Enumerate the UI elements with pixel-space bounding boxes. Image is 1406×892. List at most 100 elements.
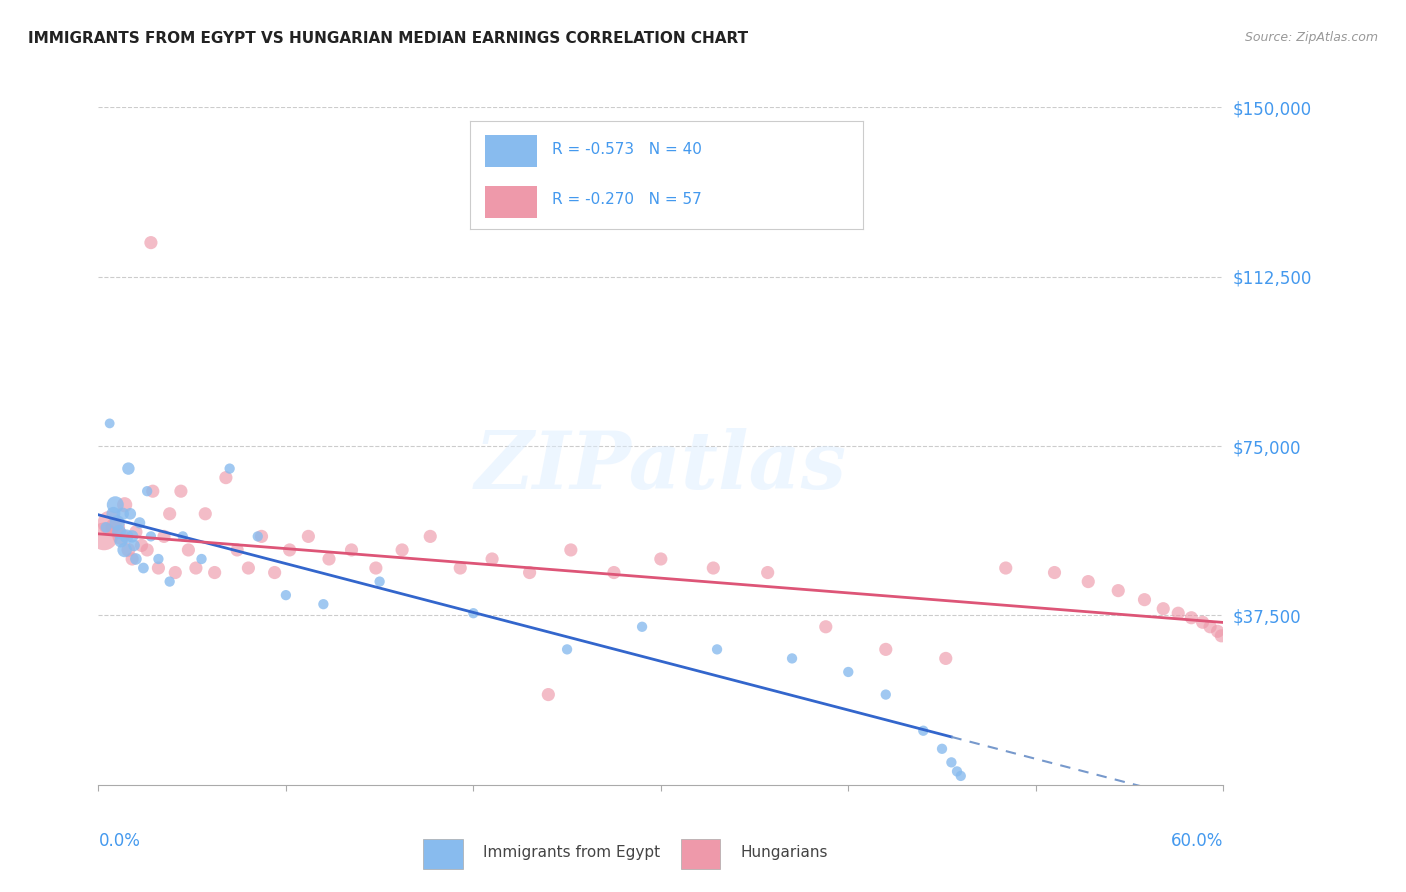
Point <box>312 597 335 611</box>
Point <box>1180 611 1202 625</box>
Point <box>250 529 273 543</box>
Point <box>603 566 626 580</box>
Point <box>1206 624 1229 639</box>
Point <box>226 543 249 558</box>
Point <box>136 484 159 499</box>
Point <box>142 484 165 499</box>
Point <box>139 235 162 250</box>
Point <box>172 529 194 543</box>
Point <box>159 507 181 521</box>
Point <box>153 529 176 543</box>
Text: IMMIGRANTS FROM EGYPT VS HUNGARIAN MEDIAN EARNINGS CORRELATION CHART: IMMIGRANTS FROM EGYPT VS HUNGARIAN MEDIA… <box>28 31 748 46</box>
Point <box>702 561 724 575</box>
Point <box>136 543 159 558</box>
Point <box>105 516 128 530</box>
Point <box>364 561 387 575</box>
Point <box>194 507 217 521</box>
Point <box>631 620 654 634</box>
Point <box>949 769 972 783</box>
Point <box>121 529 143 543</box>
Point <box>1152 601 1174 615</box>
Point <box>128 516 150 530</box>
Point <box>935 651 957 665</box>
Point <box>98 417 121 431</box>
Point <box>368 574 391 589</box>
Point <box>114 498 136 512</box>
Point <box>117 543 139 558</box>
Point <box>318 552 340 566</box>
Point <box>1211 629 1233 643</box>
Text: 60.0%: 60.0% <box>1171 832 1223 850</box>
Text: Source: ZipAtlas.com: Source: ZipAtlas.com <box>1244 31 1378 45</box>
Point <box>274 588 297 602</box>
Point <box>120 507 142 521</box>
Point <box>1133 592 1156 607</box>
Point <box>184 561 207 575</box>
Point <box>419 529 441 543</box>
Point <box>463 606 485 620</box>
Point <box>1167 606 1189 620</box>
Point <box>278 543 301 558</box>
Point <box>449 561 471 575</box>
Text: 0.0%: 0.0% <box>98 832 141 850</box>
Point <box>110 533 132 548</box>
Point <box>122 538 145 552</box>
Point <box>125 552 148 566</box>
Point <box>1199 620 1222 634</box>
Point <box>875 642 897 657</box>
Point <box>218 461 240 475</box>
Point <box>1191 615 1213 630</box>
Point <box>131 538 153 552</box>
Point <box>114 543 136 558</box>
Point <box>1077 574 1099 589</box>
Point <box>931 741 953 756</box>
Point <box>994 561 1017 575</box>
Point <box>148 552 170 566</box>
Point <box>814 620 837 634</box>
Point <box>190 552 212 566</box>
Text: ZIPatlas: ZIPatlas <box>475 427 846 505</box>
Point <box>132 561 155 575</box>
Point <box>170 484 193 499</box>
Point <box>537 688 560 702</box>
Point <box>246 529 269 543</box>
Point <box>177 543 200 558</box>
Point <box>555 642 578 657</box>
Point <box>93 529 115 543</box>
Point <box>148 561 170 575</box>
Point <box>706 642 728 657</box>
Point <box>103 507 125 521</box>
Point <box>1107 583 1129 598</box>
Point <box>340 543 363 558</box>
Point <box>165 566 187 580</box>
Point <box>875 688 897 702</box>
Point <box>1043 566 1066 580</box>
Point <box>650 552 672 566</box>
Point <box>263 566 285 580</box>
Point <box>159 574 181 589</box>
Point <box>560 543 582 558</box>
Point <box>104 498 127 512</box>
Point <box>215 470 238 484</box>
Point <box>115 529 138 543</box>
Point <box>125 524 148 539</box>
Point <box>941 756 963 770</box>
Point <box>94 520 117 534</box>
Point <box>104 520 127 534</box>
Point <box>297 529 319 543</box>
Point <box>519 566 541 580</box>
Point <box>117 461 139 475</box>
Point <box>756 566 779 580</box>
Point <box>837 665 859 679</box>
Point <box>780 651 803 665</box>
Point <box>139 529 162 543</box>
Point <box>98 516 121 530</box>
Point <box>481 552 503 566</box>
Point <box>204 566 226 580</box>
Point <box>110 529 132 543</box>
Point <box>111 507 134 521</box>
Point <box>946 764 969 779</box>
Point <box>121 552 143 566</box>
Point <box>238 561 260 575</box>
Point <box>912 723 935 738</box>
